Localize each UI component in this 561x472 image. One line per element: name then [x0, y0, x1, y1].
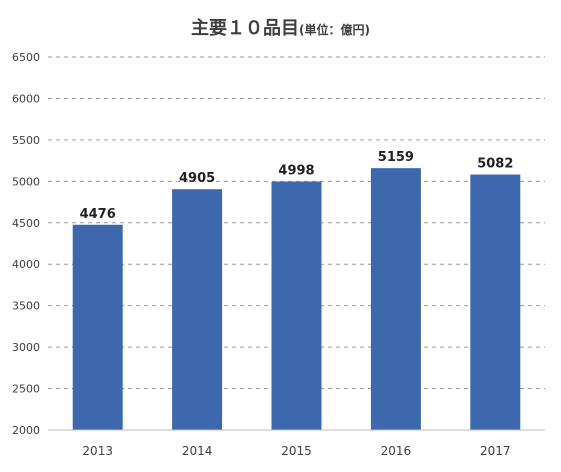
y-tick-label-6000: 6000	[12, 92, 40, 105]
x-tick-label-2013: 2013	[82, 444, 113, 458]
y-tick-label-2500: 2500	[12, 383, 40, 396]
y-tick-label-5500: 5500	[12, 134, 40, 147]
chart-title: 主要１０品目(単位：億円)	[0, 14, 561, 40]
chart-title-text: 主要１０品目	[191, 18, 299, 39]
data-label-2017: 5082	[477, 157, 513, 172]
y-tick-label-3500: 3500	[12, 300, 40, 313]
x-tick-label-2017: 2017	[480, 444, 511, 458]
bar-2014	[172, 189, 223, 430]
bar-2017	[470, 174, 521, 430]
data-label-2016: 5159	[378, 150, 414, 165]
chart-title-unit: (単位：億円)	[299, 23, 370, 37]
x-tick-label-2015: 2015	[281, 444, 312, 458]
bar-2016	[370, 168, 421, 431]
data-label-2015: 4998	[278, 163, 314, 178]
bar-2015	[271, 181, 322, 430]
y-tick-label-6500: 6500	[12, 51, 40, 64]
x-tick-label-2016: 2016	[381, 444, 412, 458]
x-tick-label-2014: 2014	[182, 444, 213, 458]
y-tick-label-2000: 2000	[12, 424, 40, 437]
y-tick-label-5000: 5000	[12, 175, 40, 188]
y-tick-label-4500: 4500	[12, 217, 40, 230]
y-tick-label-4000: 4000	[12, 258, 40, 271]
bar-2013	[72, 224, 123, 430]
y-tick-label-3000: 3000	[12, 341, 40, 354]
data-label-2013: 4476	[80, 207, 116, 222]
data-label-2014: 4905	[179, 171, 215, 186]
